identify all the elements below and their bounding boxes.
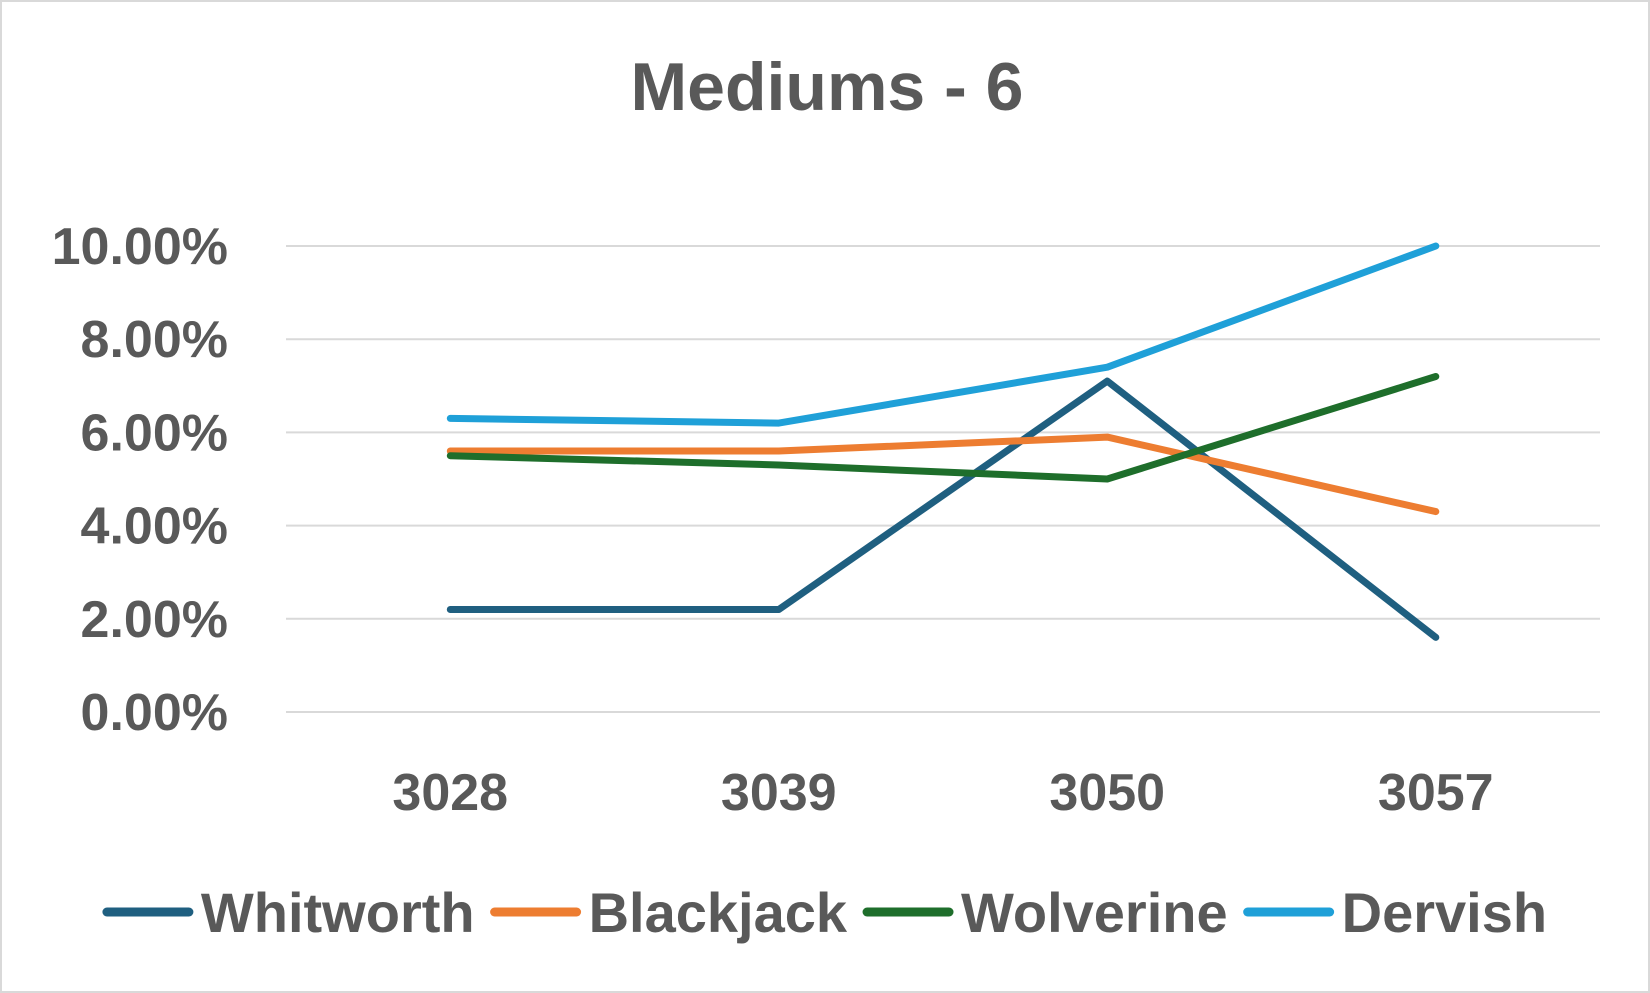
y-tick-label: 4.00%	[81, 498, 228, 556]
x-tick-label: 3028	[392, 764, 508, 822]
series-line-dervish	[446, 242, 1440, 427]
legend-item-whitworth: Whitworth	[102, 881, 475, 944]
y-tick-label: 0.00%	[81, 684, 228, 742]
legend-item-wolverine: Wolverine	[862, 881, 1228, 944]
series-lines	[446, 242, 1440, 641]
legend: Whitworth Blackjack Wolverine Dervish	[102, 881, 1547, 944]
x-tick-label: 3039	[721, 764, 837, 822]
series-line-wolverine	[446, 373, 1440, 483]
y-tick-label: 10.00%	[52, 218, 228, 276]
legend-label: Dervish	[1342, 881, 1547, 944]
chart-title: Mediums - 6	[631, 49, 1024, 125]
y-axis-tick-labels: 0.00% 2.00% 4.00% 6.00% 8.00% 10.00%	[52, 218, 228, 742]
x-axis-tick-labels: 3028 3039 3050 3057	[392, 764, 1493, 822]
legend-item-dervish: Dervish	[1243, 881, 1547, 944]
legend-label: Whitworth	[201, 881, 475, 944]
y-tick-label: 6.00%	[81, 404, 228, 462]
y-tick-label: 2.00%	[81, 591, 228, 649]
legend-item-blackjack: Blackjack	[490, 881, 848, 944]
x-tick-label: 3057	[1378, 764, 1494, 822]
series-line-whitworth	[446, 377, 1440, 641]
legend-label: Wolverine	[961, 881, 1228, 944]
legend-label: Blackjack	[589, 881, 848, 944]
gridlines	[286, 245, 1600, 713]
x-tick-label: 3050	[1049, 764, 1165, 822]
series-line-blackjack	[446, 433, 1440, 516]
y-tick-label: 8.00%	[81, 311, 228, 369]
